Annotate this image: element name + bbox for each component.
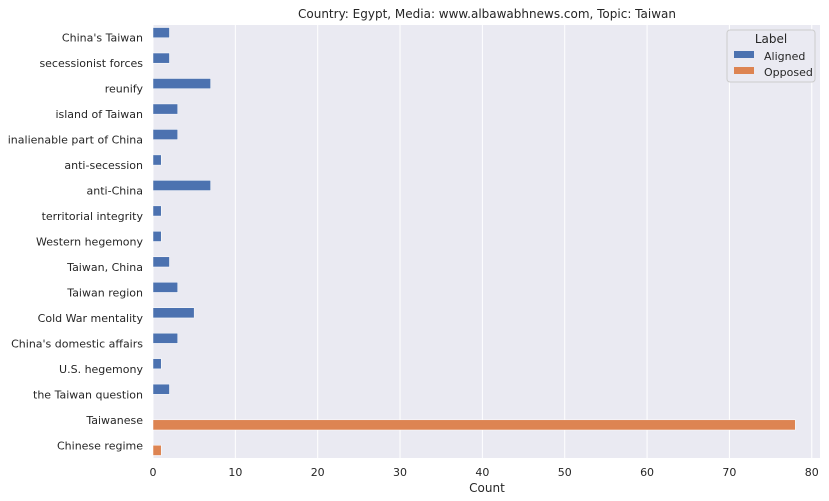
bar-aligned [152, 332, 178, 344]
x-tick-label: 10 [228, 466, 242, 479]
y-tick-label: Western hegemony [36, 236, 144, 249]
y-tick-label: reunify [105, 83, 144, 96]
bar-opposed [152, 419, 796, 431]
bar-aligned [152, 358, 162, 370]
bar-aligned [152, 256, 170, 268]
legend-title: Label [755, 32, 787, 46]
x-tick-label: 30 [393, 466, 407, 479]
bar-opposed [152, 445, 162, 456]
bar-aligned [152, 231, 162, 242]
y-tick-label: China's Taiwan [62, 32, 143, 45]
y-tick-label: secessionist forces [39, 57, 143, 70]
legend: Label Aligned Opposed [726, 29, 816, 83]
legend-swatch-opposed [734, 67, 754, 74]
y-tick-label: anti-secession [64, 159, 143, 172]
bars [152, 27, 796, 456]
plot-background [153, 25, 820, 458]
x-tick-label: 0 [150, 466, 157, 479]
y-tick-label: inalienable part of China [8, 134, 143, 147]
y-tick-label: China's domestic affairs [11, 337, 143, 350]
bar-aligned [152, 307, 195, 319]
bar-aligned [152, 205, 162, 217]
x-tick-label: 40 [475, 466, 489, 479]
bar-aligned [152, 52, 170, 64]
y-tick-label: the Taiwan question [33, 388, 143, 401]
y-tick-label: Chinese regime [57, 439, 143, 452]
y-tick-label: Cold War mentality [38, 312, 144, 325]
x-tick-label: 70 [722, 466, 736, 479]
bar-aligned [152, 383, 170, 395]
x-tick-labels: 0 10 20 30 40 50 60 70 80 [150, 466, 819, 479]
bar-aligned [152, 78, 211, 89]
y-tick-labels: China's Taiwan secessionist forces reunify… [8, 32, 144, 453]
y-tick-label: anti-China [87, 185, 143, 198]
bar-aligned [152, 180, 211, 191]
legend-swatch-aligned [734, 51, 754, 58]
y-tick-label: Taiwanese [85, 414, 143, 427]
y-tick-label: Taiwan, China [66, 261, 143, 274]
x-tick-label: 80 [805, 466, 819, 479]
x-tick-label: 20 [311, 466, 325, 479]
legend-label-aligned: Aligned [764, 50, 805, 63]
bar-aligned [152, 27, 170, 38]
x-tick-label: 50 [558, 466, 572, 479]
bar-aligned [152, 103, 178, 115]
y-tick-label: island of Taiwan [55, 108, 143, 121]
bar-aligned [152, 154, 162, 166]
y-tick-label: U.S. hegemony [59, 363, 143, 376]
y-tick-label: territorial integrity [42, 210, 144, 223]
bar-aligned [152, 129, 178, 140]
bar-aligned [152, 282, 178, 293]
y-tick-label: Taiwan region [66, 286, 143, 299]
x-axis-title: Count [469, 481, 505, 495]
legend-label-opposed: Opposed [764, 66, 813, 79]
grid-lines [152, 25, 813, 458]
chart-title: Country: Egypt, Media: www.albawabhnews.… [298, 7, 676, 21]
x-tick-label: 60 [640, 466, 654, 479]
